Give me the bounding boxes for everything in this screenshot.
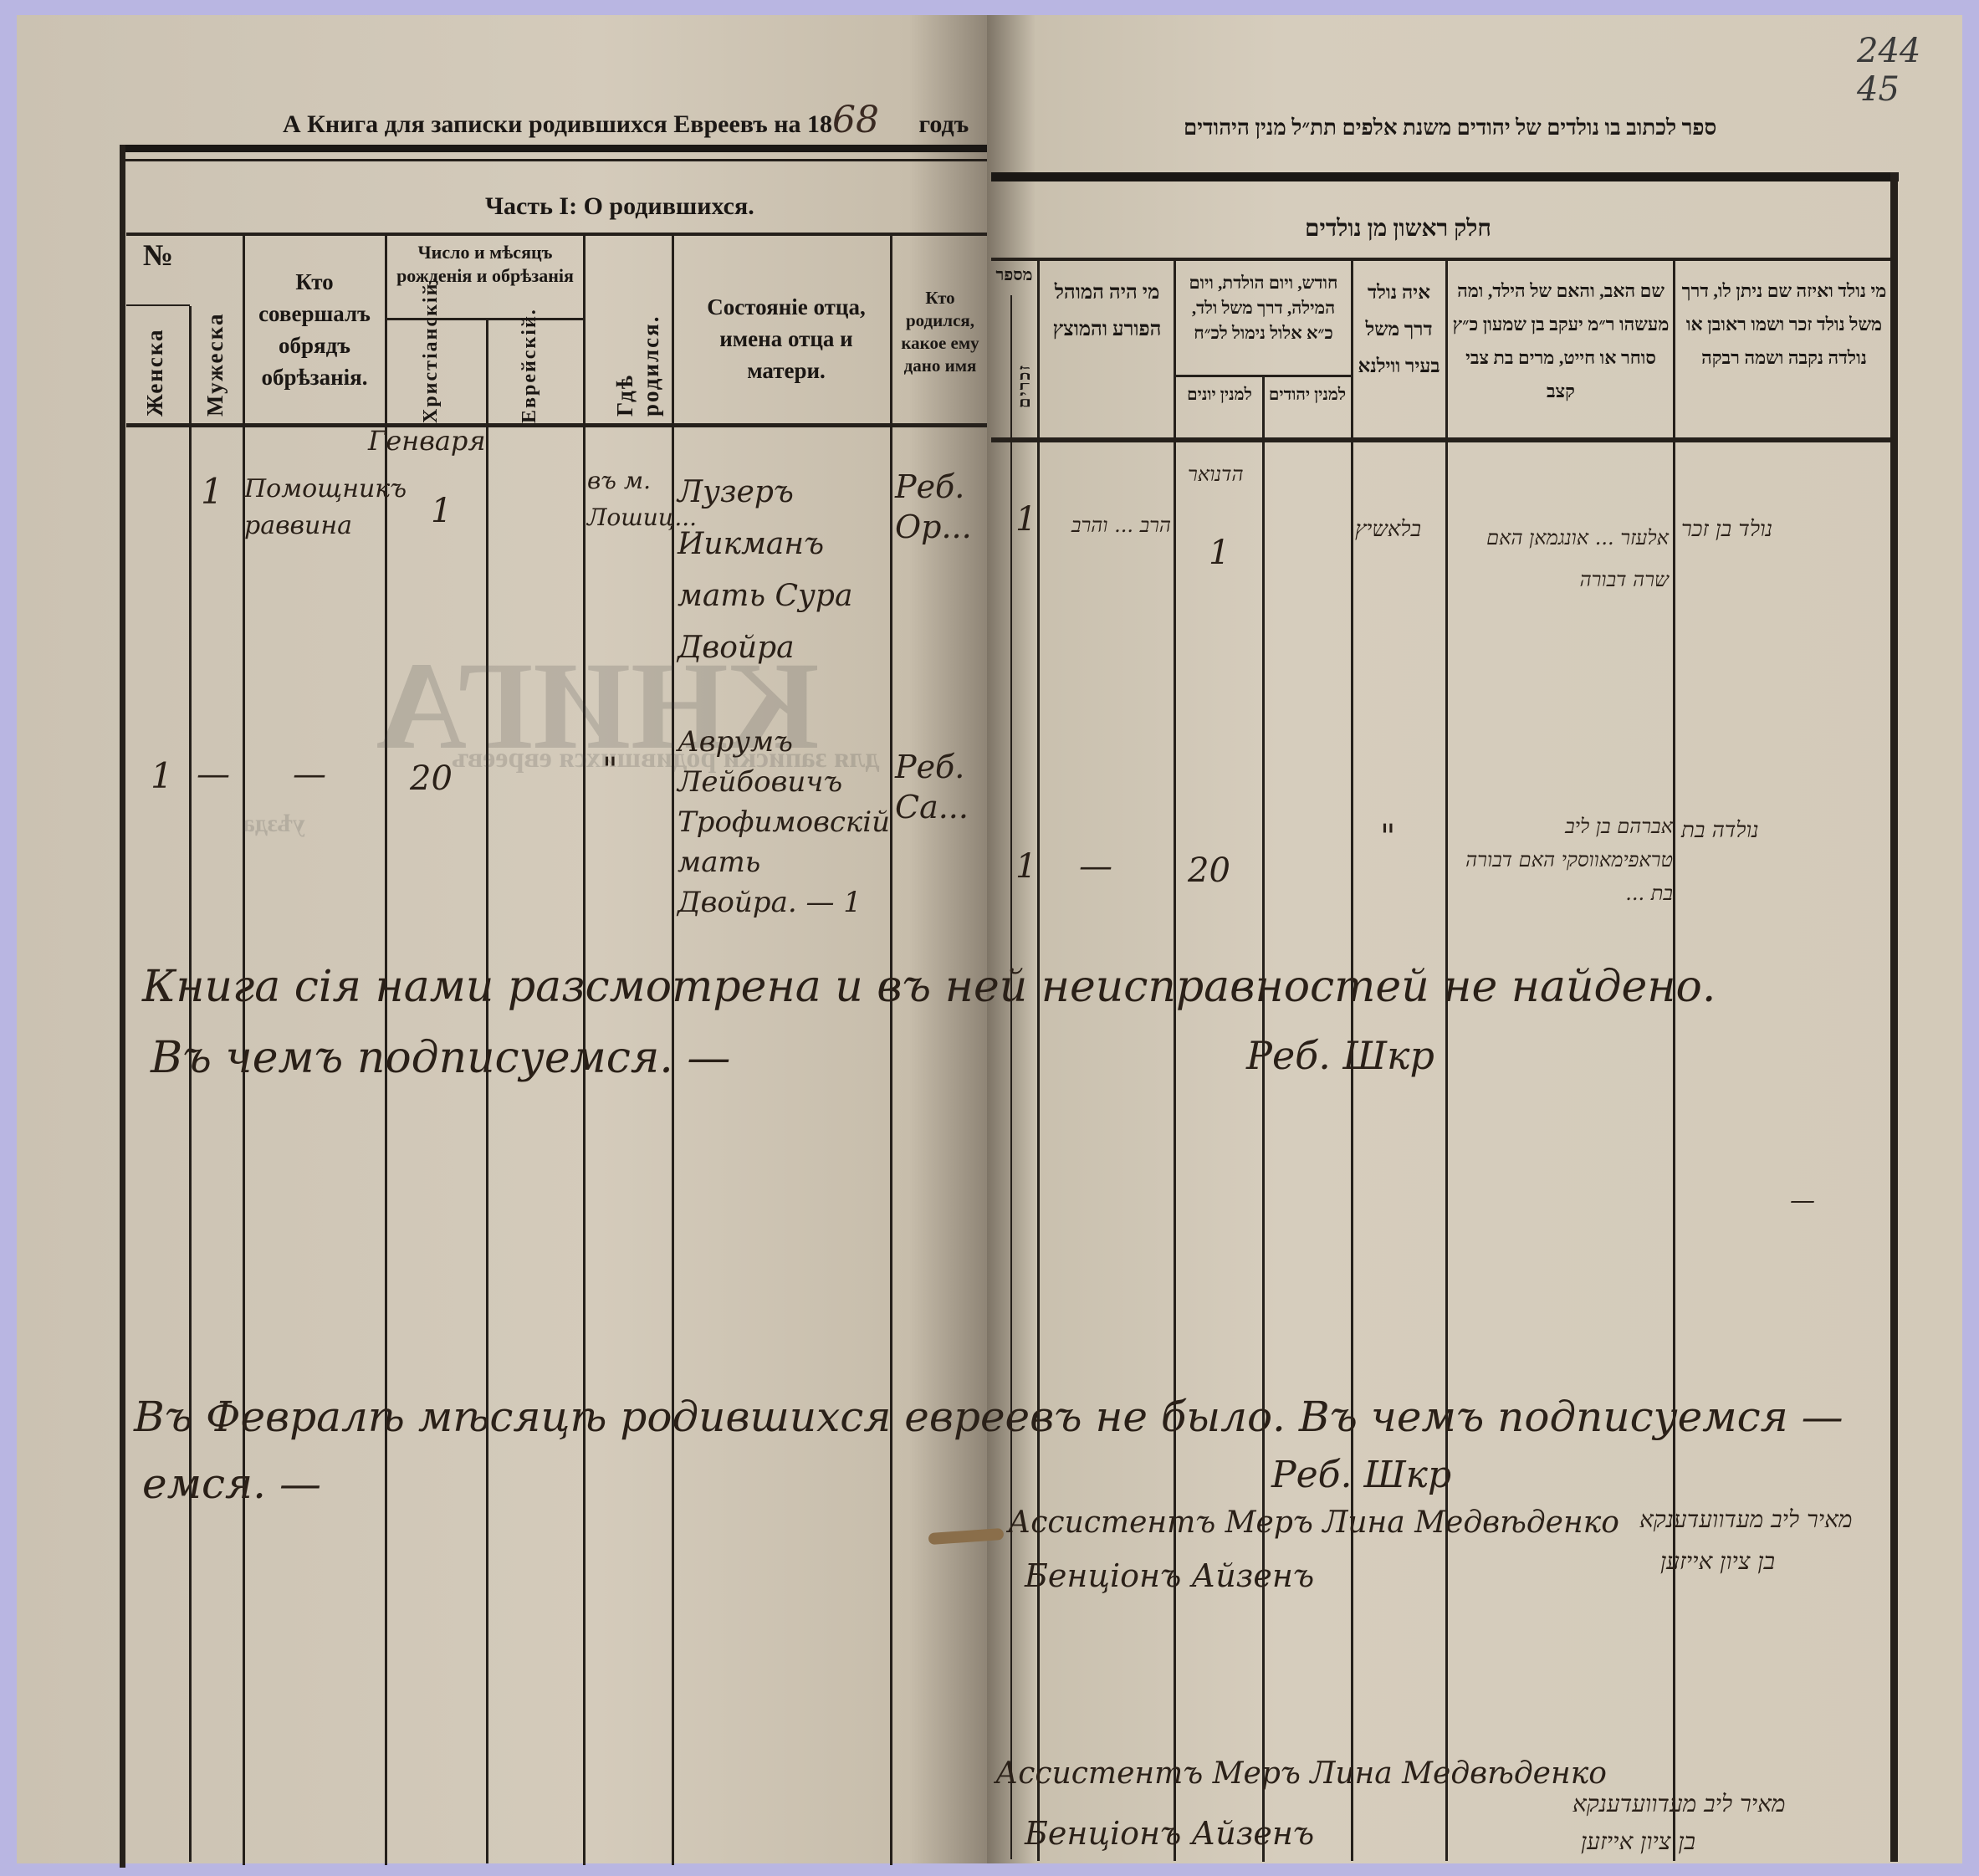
entry-parents: Аврумъ Лейбовичъ Трофимовскій мать Двойр… [678, 725, 890, 919]
entry-jewish-day: " [602, 751, 618, 790]
header-bottom-rule [991, 437, 1890, 442]
header-birthplace: Гдѣ родился. [612, 314, 663, 417]
february-note-line-2: емся. — [142, 1459, 321, 1508]
page-number: 244 45 [1857, 32, 1921, 109]
number-sub-rule [126, 304, 190, 306]
review-note-line-2: Въ чемъ подписуемся. — [151, 1033, 731, 1083]
title-text: А Книга для записки родившихся Евреевъ н… [283, 110, 832, 138]
hebrew-signature-1: מאיר ליב מעדוועדענקא [1639, 1505, 1853, 1533]
frame-top-rule [120, 145, 990, 152]
entry-officiant: — [293, 755, 326, 794]
entry-gentile-day: 20 [1188, 851, 1230, 890]
bottom-hebrew-signature-1: מאיר ליב מעדוועדענקא [1572, 1790, 1786, 1817]
column-rule [243, 234, 245, 1865]
show-through-small: уѣзда [243, 810, 305, 837]
review-note-line-1: Книга сія нами разсмотрена и въ ней неис… [142, 962, 1716, 1012]
entry-female: 1 [201, 471, 223, 512]
frame-top-rule-thin [120, 159, 990, 161]
entry-christian-day: 1 [431, 492, 453, 530]
part-heading: חלק ראשון מן נולדים [1305, 216, 1491, 242]
entry-child: נולד בן זכר [1681, 517, 1773, 542]
review-signature: Реб. Шкр [1246, 1033, 1434, 1078]
column-rule [385, 234, 387, 1865]
bottom-assistant-signature-2: Бенціонъ Айзенъ [1025, 1815, 1315, 1852]
column-rule [1445, 259, 1448, 1861]
entry-circumciser: הרב ... והרב [1071, 514, 1171, 537]
entry-number: 1 [1015, 500, 1037, 539]
entry-officiant: Помощникъ раввина [244, 474, 407, 540]
entry-circumciser: — [1079, 847, 1112, 886]
entry-child: Реб. Ор... [895, 468, 972, 545]
right-page: ספר לכתוב בו נולדים של יהודים משנת אלפים… [987, 15, 1962, 1863]
column-rule [672, 234, 674, 1865]
header-circumciser: מי היה המוהל הפורע והמוצץ [1052, 282, 1162, 340]
entry-month-note: הדנואר [1188, 463, 1244, 486]
header-number: מספר [995, 266, 1033, 284]
header-officiant: Кто совершалъ обрядъ обрѣзанія. [258, 269, 371, 390]
header-date-group: Число и мѣсяцъ рожденія и обрѣзанія [396, 242, 574, 286]
february-note-line-1: Въ Февралѣ мѣсяцѣ родившихся евреевъ не … [134, 1393, 1843, 1441]
column-rule [1174, 259, 1176, 1861]
header-bottom-rule [126, 423, 988, 427]
header-top-rule [991, 258, 1890, 261]
header-female: Женска [142, 328, 167, 417]
column-rule [1262, 375, 1265, 1862]
header-place: איה נולד דרך משל בעיר ווילנא [1358, 282, 1440, 376]
entry-jewish-day: 1 [1209, 534, 1230, 572]
left-page-title: А Книга для записки родившихся Евреевъ н… [283, 99, 969, 141]
entry-parents: Лузеръ Иикманъ мать Сура Двойра [678, 475, 853, 665]
bottom-hebrew-signature-2: בן ציון אייזען [1581, 1827, 1696, 1855]
bottom-assistant-signature-1: Ассистентъ Меръ Лина Медвѣденко [995, 1756, 1607, 1791]
february-signature: Реб. Шкр [1271, 1454, 1452, 1496]
entry-female: 1 [151, 755, 173, 796]
entry-jewish-day: " [1380, 818, 1396, 856]
header-number: № [142, 238, 174, 272]
column-rule [486, 320, 488, 1863]
hebrew-signature-2: בן ציון אייזען [1660, 1547, 1776, 1575]
header-top-rule [126, 233, 988, 236]
entry-parents: אברהם בן ליב טראפימאווסקי האם דבורה בת .… [1465, 815, 1673, 905]
frame-left-border [120, 145, 125, 1868]
entry-number: 1 [1015, 847, 1037, 886]
entry-child: Реб. Са... [895, 749, 969, 826]
title-suffix: годъ [918, 110, 969, 138]
column-rule [189, 306, 192, 1862]
frame-right-border [1890, 172, 1898, 1862]
assistant-signature-1: Ассистентъ Меръ Лина Медвѣденко [1008, 1505, 1619, 1540]
title-year: 68 [832, 99, 879, 141]
header-child: מי נולד ואיזה שם ניתן לו, דרך משל נולד ז… [1681, 280, 1887, 368]
entry-child: נולדה בת [1681, 818, 1759, 843]
header-child: Кто родился, какое ему дано имя [901, 288, 979, 376]
column-rule [890, 234, 892, 1865]
header-jewish: למנין יהודים [1268, 386, 1347, 404]
column-rule [1673, 259, 1675, 1861]
header-gentile: למנין יונים [1187, 386, 1252, 404]
column-rule [1037, 259, 1040, 1861]
right-page-title: ספר לכתוב בו נולדים של יהודים משנת אלפים… [1184, 115, 1717, 140]
header-christian: Христіанскій. [420, 275, 442, 423]
header-male: Мужеска [202, 312, 228, 417]
column-rule [1010, 295, 1012, 1859]
assistant-signature-2: Бенціонъ Айзенъ [1025, 1557, 1315, 1594]
header-males: זכרים [1015, 364, 1034, 408]
date-sub-rule [1174, 375, 1351, 377]
column-rule [1351, 259, 1353, 1861]
header-parents: Состояніе отца, имена отца и матери. [707, 294, 866, 383]
entry-month: Генваря [368, 425, 486, 457]
entry-parents: אלעזר ... אונגמאן האם שרה דבורה [1486, 526, 1669, 591]
header-jewish: Еврейскій. [519, 308, 540, 423]
frame-top-rule [991, 172, 1899, 181]
header-date-group: חודש, ויום הולדת, ויום המילה, דרך משל ול… [1189, 273, 1338, 343]
part-heading: Часть I: О родившихся. [485, 192, 754, 220]
margin-note: — [1790, 1186, 1815, 1215]
date-sub-rule [385, 318, 584, 320]
left-page: А Книга для записки родившихся Евреевъ н… [17, 15, 990, 1868]
entry-christian-day: 20 [410, 759, 453, 798]
entry-male: — [197, 755, 230, 794]
entry-place: בלאשיץ [1355, 517, 1422, 542]
header-parents: שם האב, והאם של הילד, ומה מעשהו ר״מ יעקב… [1452, 280, 1670, 401]
entry-birthplace: въ м. Лошиц... [587, 467, 698, 531]
column-rule [583, 234, 586, 1865]
